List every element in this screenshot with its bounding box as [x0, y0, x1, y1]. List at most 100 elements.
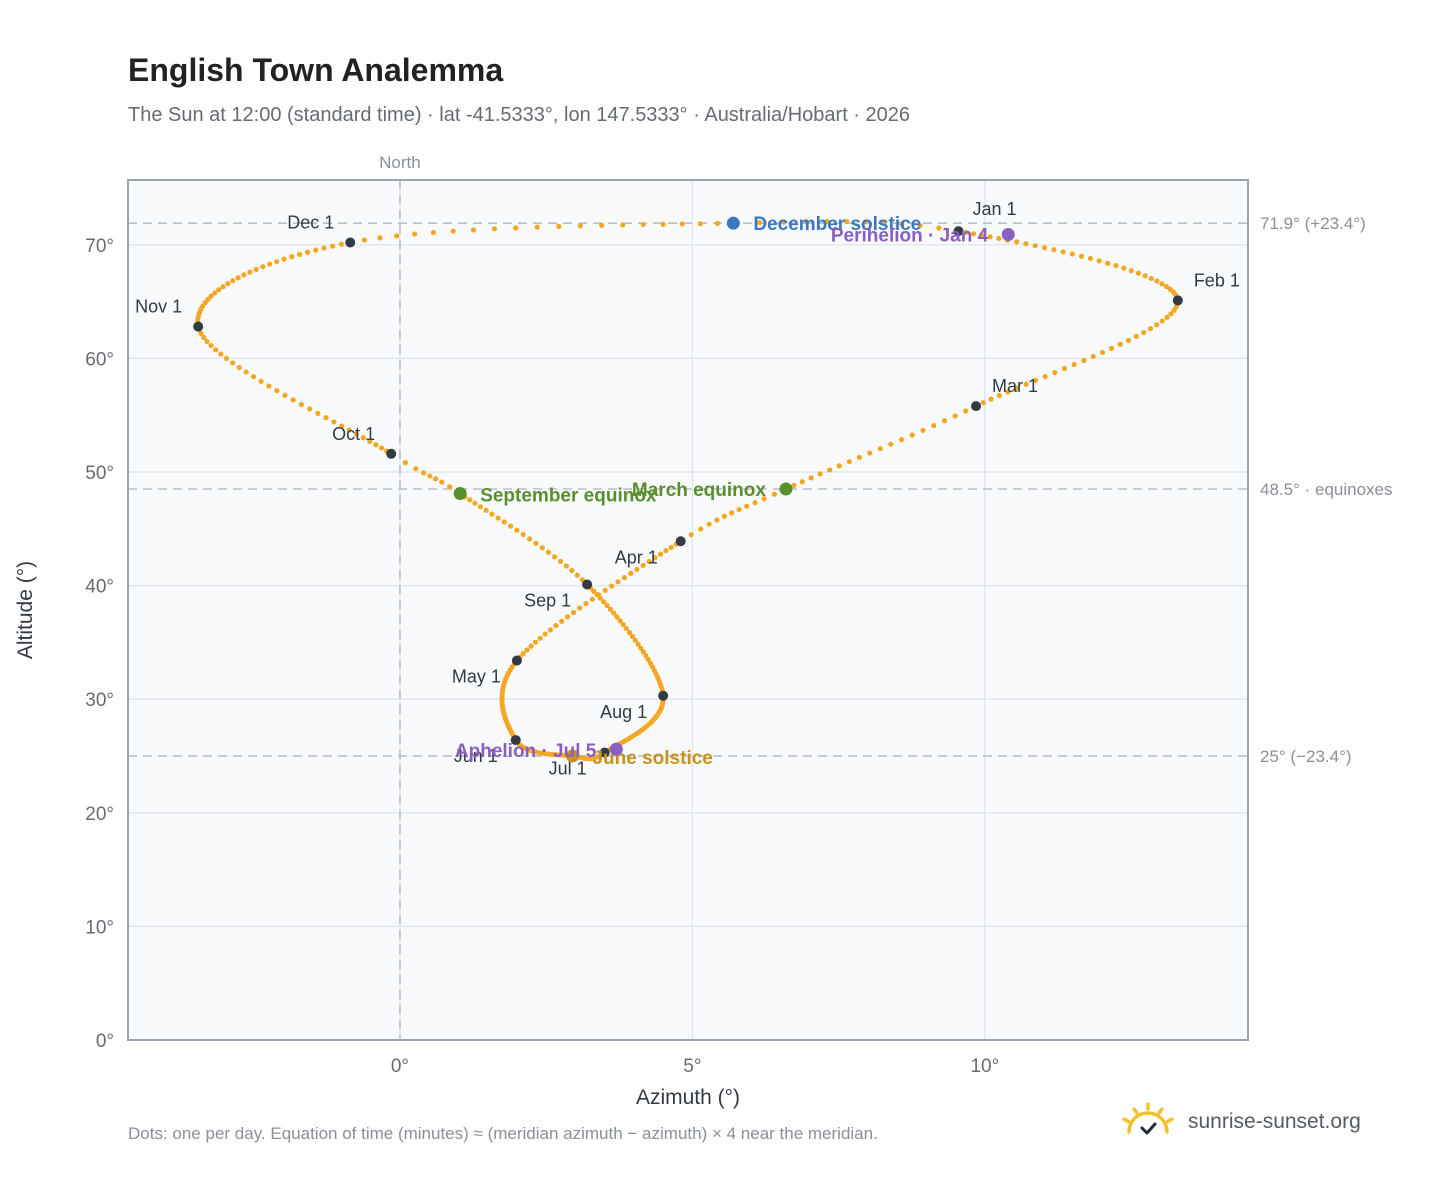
daily-dot	[507, 523, 514, 529]
daily-dot	[236, 364, 242, 371]
event-marker	[779, 482, 793, 496]
daily-dot	[1159, 281, 1165, 287]
daily-dot	[836, 463, 842, 469]
daily-dot	[643, 653, 649, 659]
daily-dot	[1147, 326, 1154, 332]
daily-dot	[952, 413, 958, 419]
month-label: Apr 1	[615, 547, 658, 567]
daily-dot	[1142, 273, 1148, 279]
event-label: September equinox	[480, 486, 657, 507]
daily-dot	[988, 396, 994, 402]
month-label: Aug 1	[600, 702, 647, 722]
daily-dot	[824, 218, 830, 225]
y-axis-ticks: 0° 10° 20° 30° 40° 50° 60° 70°	[85, 236, 114, 1052]
daily-dot	[781, 219, 787, 225]
y-tick-label: 20°	[85, 804, 114, 825]
reference-line-label: 48.5° · equinoxes	[1260, 480, 1393, 499]
daily-dot	[1023, 381, 1029, 387]
daily-dot	[1133, 333, 1139, 339]
month-marker	[193, 321, 204, 332]
daily-dot	[936, 225, 942, 231]
daily-dot	[1078, 253, 1085, 259]
daily-dot	[545, 549, 552, 555]
reference-line-label: 71.9° (+23.4°)	[1260, 214, 1366, 233]
daily-dot	[539, 545, 545, 551]
daily-dot	[527, 536, 533, 542]
grid-lines	[128, 180, 1248, 1041]
daily-dot	[917, 222, 923, 229]
daily-dot	[931, 422, 937, 429]
daily-dot	[315, 410, 321, 416]
daily-dot	[304, 249, 311, 255]
daily-dot	[645, 656, 651, 663]
daily-dot	[1141, 329, 1147, 336]
daily-dot	[663, 548, 669, 554]
daily-dot	[679, 221, 685, 227]
daily-dot	[313, 247, 319, 253]
month-marker	[386, 448, 397, 459]
daily-dot	[963, 229, 969, 236]
daily-dot	[844, 218, 850, 225]
daily-dot	[472, 500, 478, 506]
daily-dot	[489, 511, 495, 517]
page-subtitle: The Sun at 12:00 (standard time) · lat -…	[128, 104, 911, 126]
month-label: Mar 1	[992, 376, 1038, 396]
daily-dot	[402, 460, 408, 466]
daily-dot	[617, 618, 623, 624]
daily-dot	[1041, 245, 1048, 251]
month-marker	[971, 401, 982, 412]
daily-dot	[898, 437, 905, 443]
daily-dot	[338, 241, 344, 247]
daily-dot	[412, 231, 418, 237]
daily-dot	[634, 566, 640, 572]
y-tick-label: 70°	[85, 236, 114, 257]
event-label: March equinox	[632, 480, 767, 501]
month-marker	[345, 237, 356, 248]
daily-dot	[611, 610, 617, 616]
daily-dot	[752, 500, 758, 506]
daily-dot	[597, 595, 603, 601]
sun-check-icon	[1122, 1102, 1174, 1135]
daily-dot	[583, 601, 589, 607]
daily-dot	[1060, 249, 1066, 255]
daily-dot	[377, 235, 383, 241]
daily-dot	[241, 272, 247, 278]
daily-dot	[212, 290, 218, 296]
daily-dot	[920, 427, 926, 433]
daily-dot	[714, 220, 721, 227]
daily-dot	[1052, 369, 1058, 376]
month-marker	[511, 655, 522, 666]
daily-dot	[290, 397, 296, 403]
daily-dot	[638, 645, 644, 651]
daily-dot	[467, 497, 473, 503]
y-tick-label: 0°	[96, 1031, 114, 1052]
daily-dot	[1113, 263, 1119, 269]
daily-dot	[1087, 255, 1094, 262]
brand-logo[interactable]: sunrise-sunset.org	[1120, 1102, 1361, 1142]
daily-dot	[632, 637, 638, 643]
y-axis-label: Altitude (°)	[14, 561, 37, 659]
y-tick-label: 60°	[85, 349, 114, 370]
daily-dot	[394, 233, 400, 239]
daily-dot	[250, 374, 257, 380]
daily-dot	[296, 251, 303, 258]
daily-dot	[570, 609, 577, 616]
daily-dot	[542, 631, 548, 637]
daily-dot	[620, 622, 626, 628]
daily-dot	[569, 567, 575, 574]
daily-dot	[533, 540, 539, 546]
plot-frame	[127, 179, 1249, 1041]
daily-dot	[477, 504, 484, 510]
daily-dot	[281, 256, 287, 262]
daily-dot	[552, 554, 558, 560]
daily-dot	[827, 467, 833, 473]
daily-dot	[274, 388, 280, 394]
month-label: Oct 1	[332, 424, 375, 444]
daily-dot	[668, 544, 674, 550]
daily-dot	[413, 466, 419, 472]
daily-dot	[204, 338, 210, 345]
daily-dot	[421, 470, 427, 476]
daily-dot	[635, 641, 641, 647]
month-marker	[675, 536, 686, 547]
